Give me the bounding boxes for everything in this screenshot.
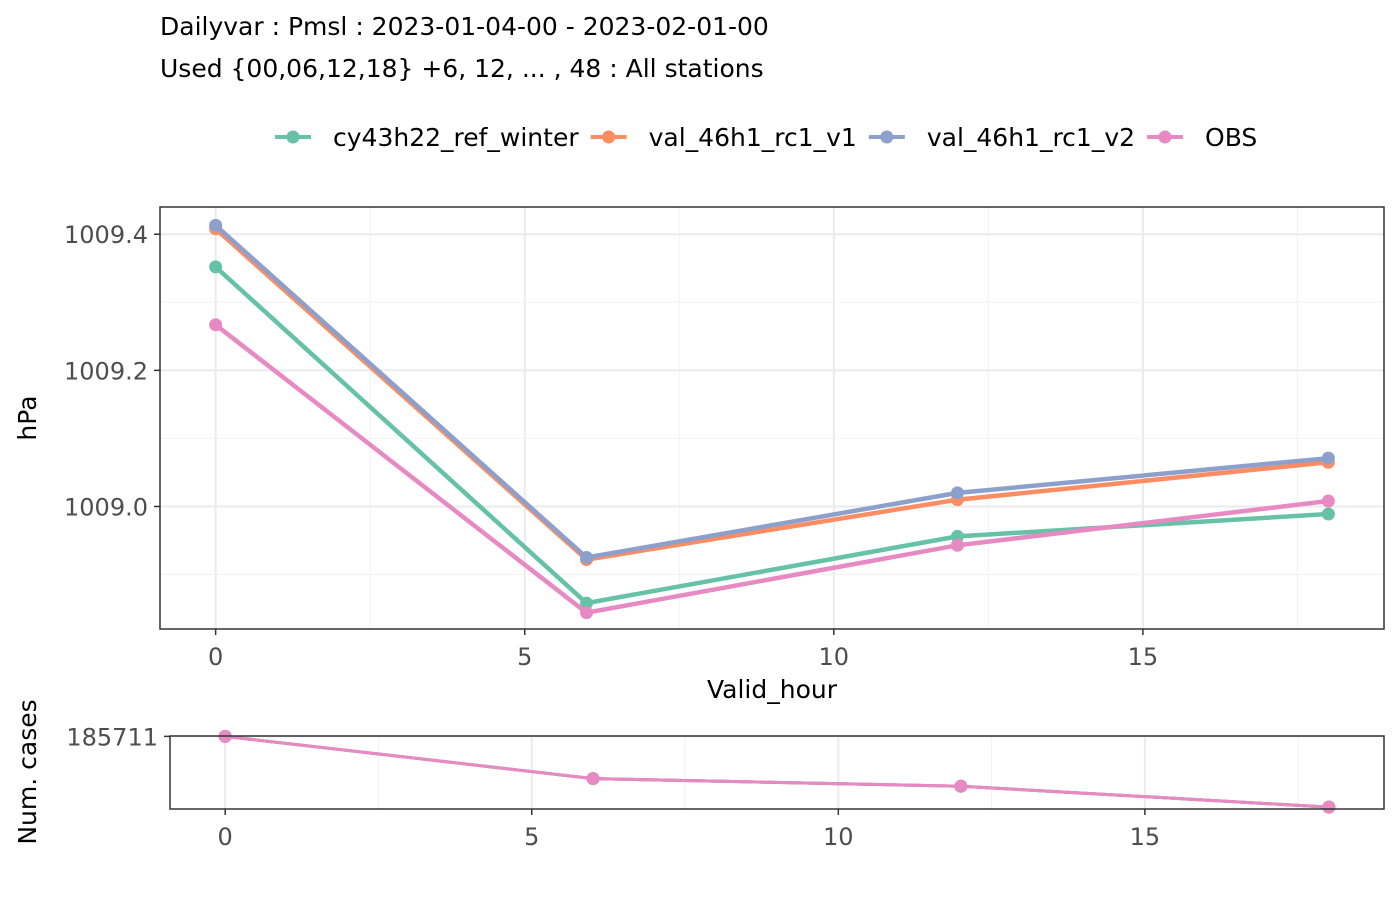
legend-label: OBS (1205, 123, 1257, 152)
data-point-series-4 (954, 779, 968, 793)
legend-key-marker (880, 130, 894, 144)
legend-key-marker (602, 130, 616, 144)
cases-panel: 0 5 10 15 185711 Num. cases (13, 699, 1385, 851)
y-axis-title: Num. cases (13, 699, 42, 844)
series-group (218, 729, 1336, 814)
data-point-val-46h1-rc1-v2 (209, 218, 223, 232)
data-point-cy43h22-ref-winter (1321, 507, 1335, 521)
data-point-val-46h1-rc1-v2 (580, 551, 594, 565)
chart-title: Dailyvar : Pmsl : 2023-01-04-00 - 2023-0… (160, 12, 769, 41)
legend-item-val-46h1-rc1-v2: val_46h1_rc1_v2 (868, 123, 1135, 152)
legend-item-val-46h1-rc1-v1: val_46h1_rc1_v1 (590, 123, 857, 152)
x-tick-label: 10 (819, 643, 850, 671)
legend-label: cy43h22_ref_winter (333, 123, 579, 152)
y-axis-title: hPa (13, 395, 42, 440)
legend-key-marker (286, 130, 300, 144)
x-axis-title: Valid_hour (707, 675, 838, 704)
legend-label: val_46h1_rc1_v2 (927, 123, 1135, 152)
grid (160, 207, 1384, 629)
legend: cy43h22_ref_winter val_46h1_rc1_v1 val_46h… (275, 123, 1257, 152)
data-point-obs (580, 606, 594, 620)
x-tick-label: 5 (517, 643, 532, 671)
legend-item-cy43h22-ref-winter: cy43h22_ref_winter (275, 123, 579, 152)
plot-background (170, 736, 1384, 809)
x-tick-label: 15 (1128, 643, 1159, 671)
data-point-val-46h1-rc1-v2 (1321, 451, 1335, 465)
x-tick-label: 15 (1130, 823, 1161, 851)
series-line-obs (214, 323, 1329, 615)
main-panel: 0 5 10 15 1009.0 1009.2 1009.4 Valid_hour hPa (13, 206, 1385, 704)
x-tick-label: 10 (823, 823, 854, 851)
data-point-obs (1321, 494, 1335, 508)
data-point-series-4 (586, 772, 600, 786)
series-group (209, 218, 1335, 620)
x-tick-label: 0 (218, 823, 233, 851)
y-tick-label: 1009.4 (64, 221, 148, 249)
x-tick-label: 5 (524, 823, 539, 851)
panel-border (169, 735, 1385, 810)
y-tick-label: 1009.2 (64, 357, 148, 385)
legend-key-marker (1158, 130, 1172, 144)
y-tick-label: 1009.0 (64, 493, 148, 521)
series-line-val-46h1-rc1-v2 (214, 223, 1329, 560)
legend-label: val_46h1_rc1_v1 (649, 123, 857, 152)
panel-border (159, 206, 1385, 630)
legend-item-obs: OBS (1147, 123, 1257, 152)
data-point-obs (209, 318, 223, 332)
plot-background (160, 207, 1384, 629)
x-tick-label: 0 (208, 643, 223, 671)
chart-subtitle: Used {00,06,12,18} +6, 12, ... , 48 : Al… (160, 54, 764, 83)
data-point-series-4 (1322, 800, 1336, 814)
series-line-series-4 (225, 734, 1329, 809)
y-tick-label: 185711 (66, 723, 158, 751)
data-point-cy43h22-ref-winter (580, 596, 594, 610)
data-point-obs (950, 538, 964, 552)
data-point-val-46h1-rc1-v2 (950, 486, 964, 500)
data-point-cy43h22-ref-winter (209, 260, 223, 274)
